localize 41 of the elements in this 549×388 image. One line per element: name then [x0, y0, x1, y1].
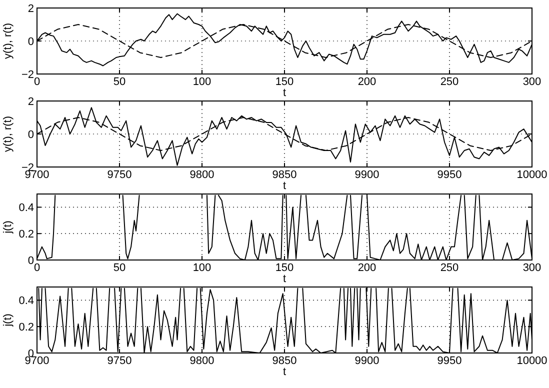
x-tick-label: 50 — [113, 262, 126, 274]
x-tick-label: 9750 — [107, 169, 132, 181]
x-tick-label: 9850 — [272, 355, 297, 367]
x-tick-label: 9900 — [354, 169, 380, 181]
y-tick-label: 0 — [28, 36, 34, 48]
x-axis-title: t — [282, 180, 286, 192]
y-tick-label: 0.4 — [18, 202, 34, 214]
y-axis-title: y(t), r(t) — [2, 116, 14, 152]
x-tick-label: 10000 — [516, 169, 548, 181]
x-tick-label: 9750 — [107, 355, 132, 367]
y-axis-title: j(t) — [2, 220, 14, 234]
y-tick-label: 0 — [28, 129, 34, 141]
y-tick-label: 2 — [28, 3, 34, 15]
x-tick-label: 9900 — [354, 355, 380, 367]
y-axis-title: y(t), r(t) — [2, 22, 14, 60]
x-tick-label: 300 — [522, 76, 542, 88]
x-tick-label: 150 — [275, 262, 294, 274]
y-tick-label: −2 — [21, 69, 34, 81]
y-tick-label: 0.2 — [18, 322, 34, 334]
x-tick-label: 100 — [192, 76, 212, 88]
y-tick-label: 0.2 — [18, 228, 34, 241]
x-tick-label: 9800 — [190, 355, 214, 367]
x-tick-label: 9950 — [437, 169, 462, 181]
x-tick-label: 150 — [275, 76, 294, 88]
x-tick-label: 9950 — [437, 355, 462, 367]
x-tick-label: 250 — [440, 262, 459, 274]
y-tick-label: 0.4 — [18, 295, 34, 308]
x-tick-label: 300 — [522, 262, 542, 274]
x-tick-label: 200 — [358, 76, 376, 88]
x-tick-label: 10000 — [516, 355, 548, 367]
x-axis-title: t — [282, 273, 286, 285]
x-tick-label: 50 — [113, 76, 126, 88]
y-tick-label: 2 — [28, 96, 34, 108]
x-tick-label: 100 — [192, 262, 212, 274]
x-axis-title: t — [282, 366, 286, 378]
x-tick-label: 200 — [358, 262, 376, 274]
x-tick-label: 9800 — [190, 169, 214, 181]
x-tick-label: 9850 — [272, 169, 297, 181]
y-axis-title: j(t) — [2, 314, 14, 328]
x-axis-title: t — [282, 87, 286, 99]
x-tick-label: 250 — [440, 76, 459, 88]
